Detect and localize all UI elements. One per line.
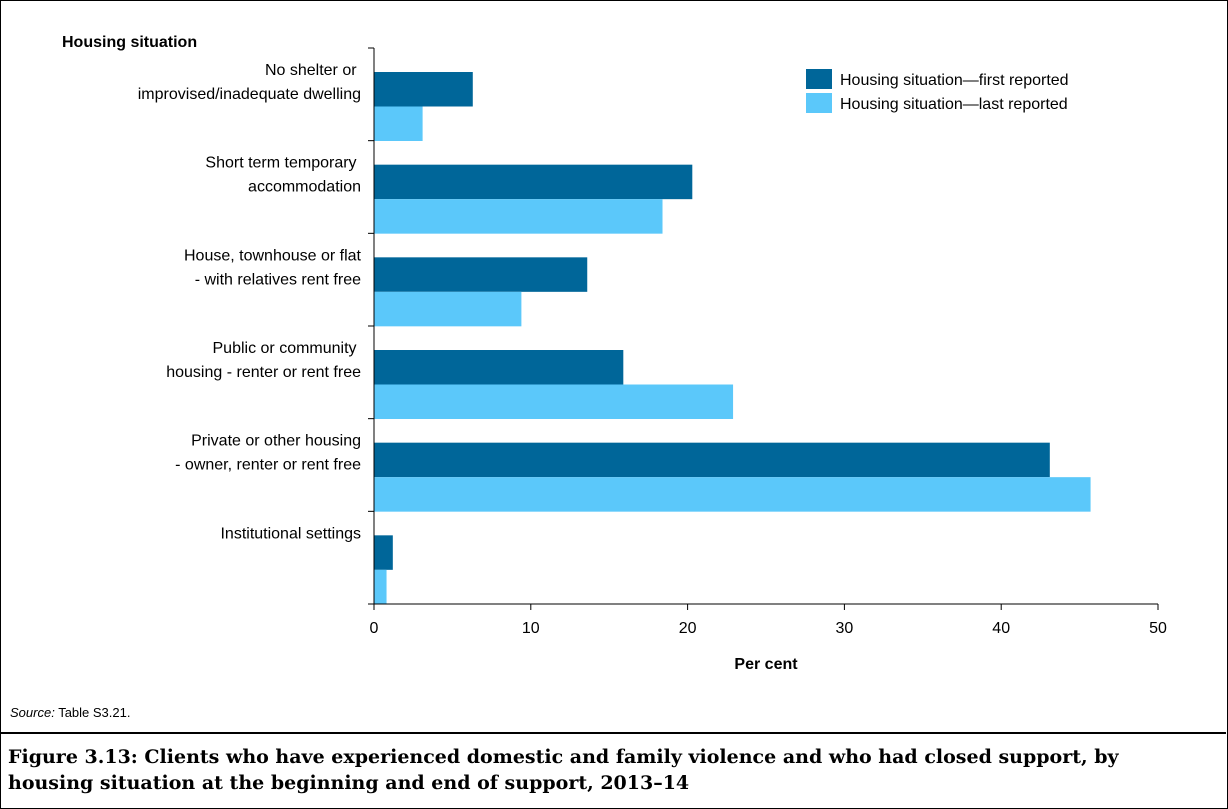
bar-first-5 — [374, 535, 393, 570]
bar-last-5 — [374, 569, 387, 605]
axes — [368, 47, 1159, 610]
bar-last-2 — [374, 291, 522, 327]
legend-label-last: Housing situation—last reported — [840, 96, 1068, 113]
bar-first-1 — [374, 164, 693, 200]
source-note: Source: Table S3.21. — [10, 705, 130, 720]
bar-last-4 — [374, 477, 1091, 512]
figure-caption: Figure 3.13: Clients who have experience… — [8, 746, 1119, 794]
bar-last-3 — [374, 384, 734, 419]
legend-label-first: Housing situation—first reported — [840, 72, 1069, 89]
bar-first-0 — [374, 72, 473, 107]
bars-group — [374, 72, 1091, 605]
x-tick-label-20: 20 — [679, 620, 697, 637]
x-tick-label-10: 10 — [522, 620, 540, 637]
x-tick-label-0: 0 — [370, 620, 379, 637]
caption-box: Figure 3.13: Clients who have experience… — [0, 732, 1226, 808]
y-axis-title: Housing situation — [62, 34, 197, 51]
legend: Housing situation—first reported Housing … — [806, 69, 1069, 113]
category-label-0: No shelter or improvised/inadequate dwel… — [138, 62, 361, 103]
category-label-2: House, townhouse or flat - with relatives… — [184, 247, 362, 288]
x-tick-label-40: 40 — [992, 620, 1010, 637]
category-label-4: Private or other housing - owner, renter … — [175, 433, 361, 474]
bar-first-2 — [374, 257, 588, 292]
bar-first-3 — [374, 350, 624, 385]
category-label-5: Institutional settings — [220, 525, 361, 542]
legend-swatch-last — [806, 93, 832, 113]
x-tick-label-50: 50 — [1149, 620, 1167, 637]
source-label: Source: — [10, 705, 55, 720]
x-tick-labels: 0 10 20 30 40 50 — [370, 620, 1167, 637]
category-label-3: Public or community housing - renter or … — [166, 340, 361, 381]
bar-chart: Housing situation No shelter or improvis… — [62, 34, 1167, 673]
source-text: Table S3.21. — [54, 705, 131, 720]
bar-last-0 — [374, 106, 423, 141]
bar-first-4 — [374, 442, 1050, 478]
bar-last-1 — [374, 199, 663, 234]
category-label-1: Short term temporary accommodation — [205, 155, 361, 196]
legend-swatch-first — [806, 69, 832, 89]
x-axis-title: Per cent — [734, 656, 798, 673]
x-tick-label-30: 30 — [836, 620, 854, 637]
category-labels: No shelter or improvised/inadequate dwel… — [138, 62, 362, 542]
